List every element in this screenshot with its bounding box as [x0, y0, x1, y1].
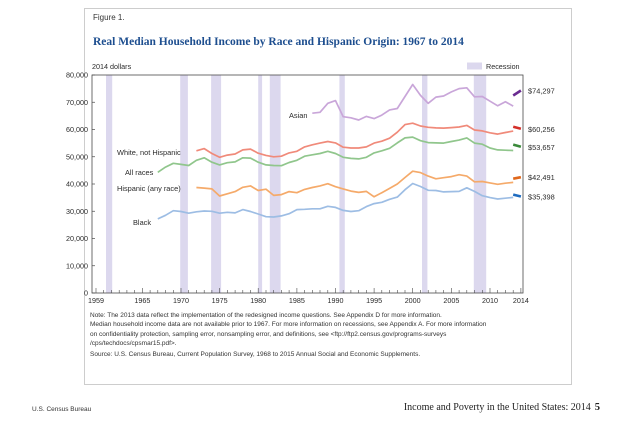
y-tick-label: 10,000: [66, 261, 88, 270]
series-black: Black $35,398: [133, 182, 555, 227]
series-line: [157, 182, 514, 220]
x-tick-label: 1975: [212, 296, 228, 305]
x-tick-label: 2014: [513, 296, 529, 305]
note-line: on confidentiality protection, sampling …: [90, 330, 447, 338]
legend-recession-swatch: [467, 62, 482, 70]
series-all-races: All races $53,657: [125, 136, 555, 177]
y-tick-label: 40,000: [66, 180, 88, 189]
series-line: [196, 170, 514, 198]
series-asian: Asian $74,297: [289, 83, 555, 121]
y-axis: 80,000 70,000 60,000 50,000 40,000 30,000 20,0…: [66, 71, 95, 298]
y-tick-label: 70,000: [66, 98, 88, 107]
recession-band: [258, 75, 263, 293]
series-line: [312, 83, 514, 121]
x-tick-label: 1980: [250, 296, 266, 305]
series-label: All races: [125, 168, 154, 177]
series-line: [196, 122, 514, 159]
series-redesign-segment: [512, 143, 522, 149]
y-tick-label: 80,000: [66, 71, 88, 80]
x-tick-label: 1959: [88, 296, 104, 305]
note-line: Note: The 2013 data reflect the implemen…: [90, 312, 442, 319]
series-hispanic-any-race: Hispanic (any race) $42,491: [117, 170, 555, 198]
series-white-not-hispanic: White, not Hispanic $60,256: [117, 122, 555, 159]
recession-band: [339, 75, 345, 293]
x-tick-label: 2010: [482, 296, 498, 305]
y-tick-label: 20,000: [66, 234, 88, 243]
recession-band: [106, 75, 113, 293]
recession-band: [422, 75, 428, 293]
series-end-value-label: $74,297: [528, 87, 555, 96]
series-line: [157, 136, 514, 174]
y-axis-unit-label: 2014 dollars: [92, 62, 132, 71]
page-number: 5: [594, 402, 600, 413]
income-line-chart: 80,000 70,000 60,000 50,000 40,000 30,000 20,0…: [66, 62, 555, 305]
y-tick-label: 0: [84, 289, 88, 298]
series-label: Asian: [289, 111, 308, 120]
y-tick-label: 50,000: [66, 152, 88, 161]
figure-title: Real Median Household Income by Race and…: [93, 36, 464, 48]
x-tick-label: 2000: [405, 296, 421, 305]
series-redesign-segment: [512, 175, 522, 180]
series-redesign-segment: [512, 193, 522, 198]
series-redesign-segment: [512, 125, 522, 131]
x-tick-label: 1990: [328, 296, 344, 305]
figure-label: Figure 1.: [93, 13, 125, 22]
series-label: Black: [133, 218, 151, 227]
series-end-value-label: $35,398: [528, 193, 555, 202]
recession-band: [269, 75, 281, 293]
figure-frame: Figure 1. Real Median Household Income b…: [84, 8, 572, 385]
x-tick-label: 1985: [289, 296, 305, 305]
series-label: White, not Hispanic: [117, 148, 181, 157]
y-tick-label: 30,000: [66, 207, 88, 216]
note-line: Median household income data are not ava…: [90, 321, 487, 329]
x-axis: 1959 1965 1970 1975 1980 1985 1990 1995 2000 2005…: [88, 288, 529, 305]
series-end-value-label: $60,256: [528, 125, 555, 134]
series-end-value-label: $53,657: [528, 143, 555, 152]
series-redesign-segment: [512, 89, 522, 97]
series-end-value-label: $42,491: [528, 173, 555, 182]
x-tick-label: 1995: [366, 296, 382, 305]
x-tick-label: 1965: [134, 296, 150, 305]
legend: Recession: [467, 62, 520, 71]
x-tick-label: 2005: [443, 296, 459, 305]
series-label: Hispanic (any race): [117, 184, 181, 193]
recession-band: [211, 75, 222, 293]
x-tick-label: 1970: [173, 296, 189, 305]
footer-publication: Income and Poverty in the United States:…: [404, 402, 600, 413]
y-tick-label: 60,000: [66, 125, 88, 134]
note-line: /cps/techdocs/cpsmar15.pdf>.: [90, 339, 177, 347]
recession-band: [180, 75, 188, 293]
recession-band: [473, 75, 487, 293]
figure-notes: Note: The 2013 data reflect the implemen…: [90, 311, 486, 359]
source-line: Source: U.S. Census Bureau, Current Popu…: [90, 351, 421, 359]
footer-agency: U.S. Census Bureau: [32, 406, 92, 413]
footer-title: Income and Poverty in the United States:…: [403, 402, 591, 413]
legend-recession-label: Recession: [486, 62, 520, 71]
